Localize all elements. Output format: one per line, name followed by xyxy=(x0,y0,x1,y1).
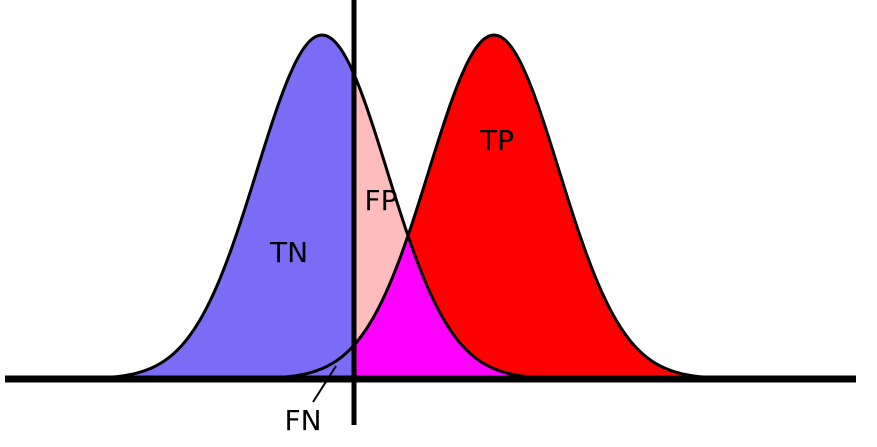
tn-region xyxy=(60,35,354,379)
negative-distribution-curve xyxy=(95,33,549,380)
tp-label: TP xyxy=(479,124,514,157)
tn-label: TN xyxy=(269,236,308,269)
positive-distribution-curve xyxy=(267,33,721,380)
fp-label: FP xyxy=(365,184,398,217)
tp-region xyxy=(354,35,830,379)
fn-label: FN xyxy=(284,404,321,437)
fn-pointer-line xyxy=(312,365,337,403)
